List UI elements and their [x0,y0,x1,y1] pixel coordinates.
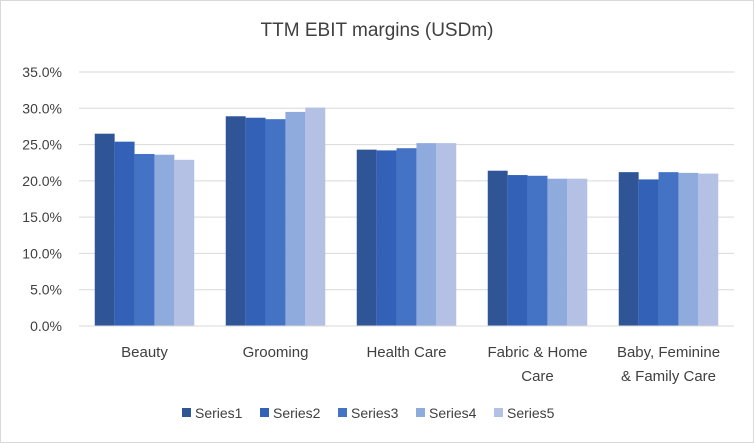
bar-series5-5 [698,173,719,326]
bar-series1-2 [225,116,246,326]
bar-series4-2 [285,111,306,327]
bar-series5-4 [567,178,588,326]
x-category-label: Grooming [243,344,309,361]
bar-series1-3 [356,149,377,326]
legend-label-series3: Series3 [351,405,399,421]
y-axis: 0.0% 5.0% 10.0% 15.0% 20.0% 25.0% 30.0% 35.0% [22,64,62,334]
bar-series3-5 [658,172,679,326]
bar-series4-4 [547,178,568,326]
x-category-label: Health Care [366,344,446,361]
legend-label-series5: Series5 [507,405,555,421]
y-tick-label: 30.0% [22,100,62,116]
bar-series3-3 [396,148,417,326]
legend-label-series2: Series2 [273,405,321,421]
x-category-label: & Family Care [621,368,716,385]
legend-swatch-series5 [494,408,503,417]
bar-series2-5 [638,179,659,326]
y-tick-label: 20.0% [22,173,62,189]
bar-series4-5 [678,172,699,326]
x-category-label: Baby, Feminine [617,344,720,361]
x-axis: Beauty Grooming Health Care Fabric & Home Ca… [79,325,734,385]
bar-series3-1 [134,154,155,326]
bar-series2-2 [245,117,266,326]
bar-series1-5 [618,172,639,326]
legend-swatch-series3 [338,408,347,417]
legend-swatch-series2 [260,408,269,417]
legend-label-series4: Series4 [429,405,477,421]
bar-series3-4 [527,175,548,326]
legend: Series1 Series2 Series3 Series4 Series5 [182,405,555,421]
x-category-label: Fabric & Home [487,344,587,361]
y-tick-label: 15.0% [22,209,62,225]
bar-series2-1 [114,141,135,326]
bar-series1-4 [487,170,508,326]
chart-title: TTM EBIT margins (USDm) [260,20,494,41]
bar-series4-1 [154,154,175,326]
x-category-label: Care [521,368,554,385]
legend-swatch-series4 [416,408,425,417]
bar-series2-3 [376,150,397,326]
bar-series4-3 [416,143,437,326]
bar-series3-2 [265,119,286,327]
legend-label-series1: Series1 [195,405,243,421]
bar-series2-4 [507,175,528,326]
bar-series5-2 [305,107,326,326]
y-tick-label: 5.0% [30,282,62,298]
y-tick-label: 10.0% [22,245,62,261]
bar-series1-1 [94,133,115,326]
bar-series5-3 [436,143,457,326]
y-tick-label: 0.0% [30,318,62,334]
legend-swatch-series1 [182,408,191,417]
x-category-label: Beauty [121,344,168,361]
y-tick-label: 25.0% [22,137,62,153]
bars [94,107,719,327]
bar-series5-1 [174,159,195,326]
y-tick-label: 35.0% [22,64,62,80]
